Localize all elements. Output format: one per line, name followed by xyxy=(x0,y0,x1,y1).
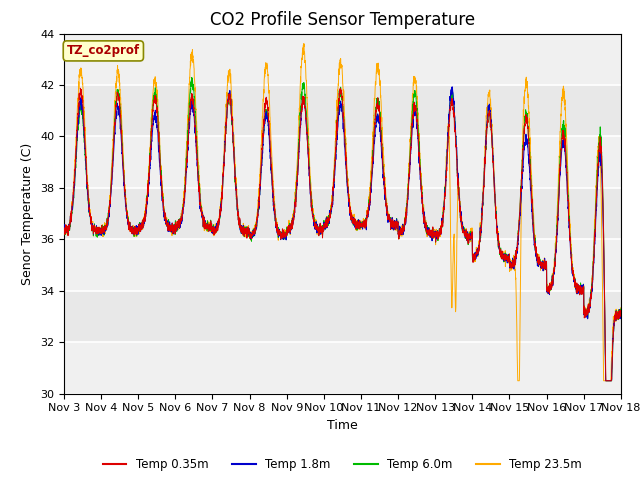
Line: Temp 23.5m: Temp 23.5m xyxy=(64,44,621,381)
Temp 23.5m xyxy=(216,215,223,220)
Temp 23.5m xyxy=(179,197,187,203)
Temp 23.5m xyxy=(300,41,308,47)
Temp 6.0m xyxy=(179,201,187,207)
Temp 0.35m xyxy=(77,85,84,91)
Temp 1.8m xyxy=(617,309,625,315)
Temp 23.5m xyxy=(617,310,625,316)
Temp 6.0m xyxy=(602,378,610,384)
Y-axis label: Senor Temperature (C): Senor Temperature (C) xyxy=(22,143,35,285)
Temp 0.35m xyxy=(564,198,572,204)
Temp 23.5m xyxy=(617,305,625,311)
Temp 1.8m xyxy=(216,218,223,224)
Temp 23.5m xyxy=(60,227,68,232)
Line: Temp 1.8m: Temp 1.8m xyxy=(64,87,621,381)
Bar xyxy=(64,240,621,291)
Text: TZ_co2prof: TZ_co2prof xyxy=(67,44,140,58)
Line: Temp 0.35m: Temp 0.35m xyxy=(64,88,621,381)
Temp 23.5m xyxy=(514,378,522,384)
Title: CO2 Profile Sensor Temperature: CO2 Profile Sensor Temperature xyxy=(210,11,475,29)
Temp 0.35m xyxy=(397,229,404,235)
Line: Temp 6.0m: Temp 6.0m xyxy=(64,77,621,381)
Temp 23.5m xyxy=(406,132,414,137)
Temp 1.8m xyxy=(179,204,187,210)
Temp 6.0m xyxy=(60,222,68,228)
Temp 1.8m xyxy=(564,206,572,212)
Temp 23.5m xyxy=(564,178,572,184)
Temp 1.8m xyxy=(397,228,404,234)
Bar xyxy=(64,85,621,136)
Temp 0.35m xyxy=(180,206,188,212)
Temp 0.35m xyxy=(602,378,610,384)
Temp 6.0m xyxy=(406,141,414,146)
Temp 6.0m xyxy=(397,228,404,233)
Temp 0.35m xyxy=(216,211,223,217)
Bar xyxy=(64,342,621,394)
Temp 0.35m xyxy=(406,144,414,150)
Temp 6.0m xyxy=(617,306,625,312)
Bar xyxy=(64,34,621,85)
Temp 1.8m xyxy=(602,378,610,384)
Temp 6.0m xyxy=(188,74,196,80)
Temp 6.0m xyxy=(617,311,625,317)
Bar xyxy=(64,188,621,240)
Bar xyxy=(64,136,621,188)
Temp 1.8m xyxy=(617,309,625,314)
Temp 0.35m xyxy=(60,225,68,230)
Temp 1.8m xyxy=(406,154,414,159)
Temp 0.35m xyxy=(617,308,625,313)
Temp 1.8m xyxy=(448,84,456,90)
Legend: Temp 0.35m, Temp 1.8m, Temp 6.0m, Temp 23.5m: Temp 0.35m, Temp 1.8m, Temp 6.0m, Temp 2… xyxy=(98,454,587,476)
X-axis label: Time: Time xyxy=(327,419,358,432)
Temp 1.8m xyxy=(60,222,68,228)
Temp 23.5m xyxy=(397,228,404,233)
Temp 0.35m xyxy=(617,307,625,313)
Temp 6.0m xyxy=(216,212,223,217)
Temp 6.0m xyxy=(564,193,572,199)
Bar xyxy=(64,291,621,342)
